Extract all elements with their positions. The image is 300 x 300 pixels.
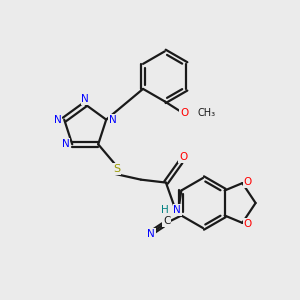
Text: CH₃: CH₃ <box>197 108 215 118</box>
Text: N: N <box>54 115 62 124</box>
Text: O: O <box>180 108 189 118</box>
Text: H: H <box>161 205 169 215</box>
Text: N: N <box>109 115 117 124</box>
Text: O: O <box>244 219 252 229</box>
Text: N: N <box>147 229 155 239</box>
Text: N: N <box>81 94 89 104</box>
Text: O: O <box>244 177 252 187</box>
Text: N: N <box>62 139 70 149</box>
Text: N: N <box>173 205 181 215</box>
Text: C: C <box>163 216 170 226</box>
Text: S: S <box>113 164 120 174</box>
Text: O: O <box>179 152 187 162</box>
